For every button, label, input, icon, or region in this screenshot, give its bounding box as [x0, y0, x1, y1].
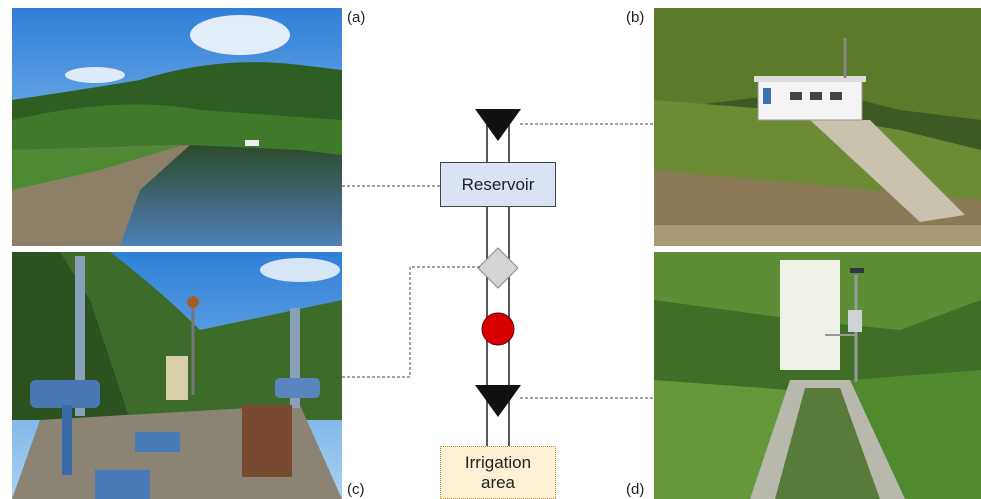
connectors	[342, 123, 654, 399]
valve	[477, 247, 519, 289]
panel-label: (d)	[626, 481, 645, 498]
photo-d	[654, 252, 981, 499]
schematic	[342, 109, 654, 448]
panel-label: (b)	[626, 9, 645, 26]
panel-label: (a)	[347, 9, 366, 26]
flow-sensor	[475, 385, 521, 417]
photo-a	[12, 8, 342, 246]
gate	[481, 312, 515, 346]
photo-c	[12, 252, 342, 499]
water-level-sensor	[475, 109, 521, 141]
panel-label: (c)	[347, 481, 365, 498]
reservoir-node: Reservoir	[440, 162, 556, 207]
irrigation-node: Irrigation area	[440, 446, 556, 499]
photo-b	[654, 8, 981, 246]
